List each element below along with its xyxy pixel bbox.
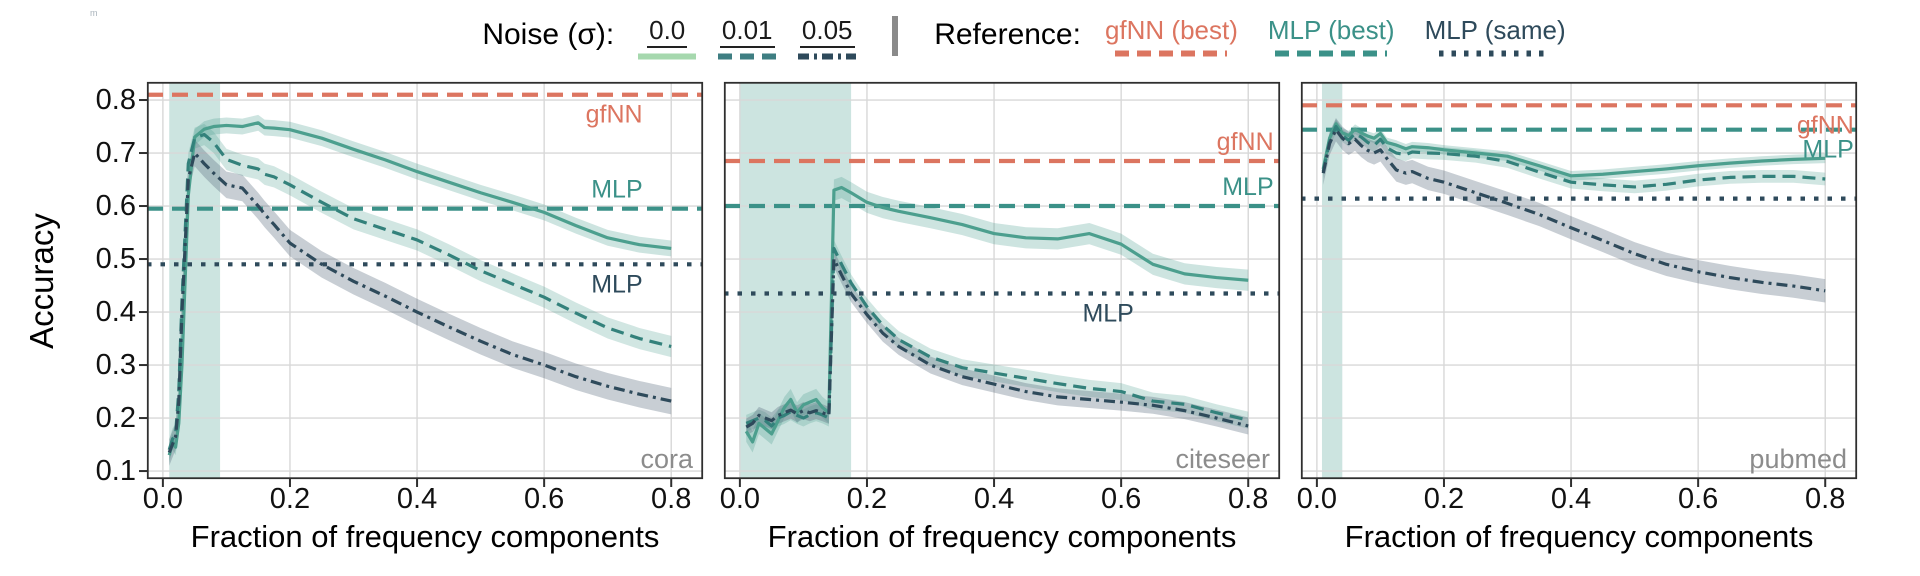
x-tick-label: 0.2 (269, 483, 311, 515)
annotation-mlp: MLP (1082, 299, 1133, 327)
annotation-gfnn: gfNN (586, 101, 643, 129)
legend-swatch-dashed-icon (1275, 50, 1388, 57)
y-axis-label: Accuracy (23, 213, 60, 349)
panel-pubmed: gfNN MLP pubmed (1300, 81, 1858, 487)
legend-swatch-solid-icon (638, 53, 697, 60)
series-line-noise-0-0 (1321, 122, 1826, 178)
noise-legend-item-0.05: 0.05 (798, 16, 857, 61)
panel-cora: gfNN MLP MLP cora (139, 81, 704, 487)
series-line-noise-0-01 (167, 132, 672, 451)
y-tick-label: 0.2 (95, 402, 136, 435)
plot-border (146, 81, 704, 480)
y-tick-label: 0.1 (95, 455, 136, 488)
noise-legend-item-0.01: 0.01 (718, 16, 777, 61)
plot-border (1300, 81, 1858, 480)
dataset-label-pubmed: pubmed (1749, 444, 1847, 474)
noise-legend-item-0.0: 0.0 (638, 16, 697, 61)
x-tick-label: 0.2 (846, 483, 888, 515)
series-line-noise-0-05 (745, 257, 1249, 429)
series-line-noise-0-01 (745, 246, 1249, 428)
y-tick-label: 0.3 (95, 349, 136, 382)
legend: Noise (σ): 0.0 0.01 0.05 Reference: gfNN (… (0, 16, 1920, 61)
x-tick-label: 0.6 (1677, 483, 1719, 515)
error-band-noise-0-01 (1323, 120, 1826, 194)
y-tick-label: 0.5 (95, 243, 136, 276)
legend-separator-bar (892, 16, 899, 56)
y-tick-label: 0.4 (95, 296, 136, 329)
error-band-noise-0-01 (746, 239, 1249, 435)
error-band-noise-0-05 (746, 250, 1249, 436)
error-band-noise-0-01 (169, 123, 672, 461)
x-tick-label: 0.0 (1296, 483, 1338, 515)
dataset-label-citeseer: citeseer (1175, 444, 1270, 474)
series-line-noise-0-0 (744, 185, 1249, 444)
x-tick-label: 0.0 (142, 483, 184, 515)
noise-legend-items: 0.0 0.01 0.05 (638, 16, 857, 61)
annotation-mlp: MLP (1802, 136, 1853, 164)
x-tick-label: 0.4 (1550, 483, 1592, 515)
noise-legend-value: 0.01 (719, 16, 775, 48)
dataset-label-cora: cora (640, 444, 694, 474)
plot-citeseer: gfNN MLP MLP citeseer (723, 81, 1281, 487)
y-tick-label: 0.8 (95, 84, 136, 117)
legend-swatch-dashdot-icon (798, 53, 857, 60)
plot-border (723, 81, 1281, 480)
x-tick-label: 0.6 (1100, 483, 1142, 515)
x-axis-label-cora: Fraction of frequency components (190, 519, 660, 554)
error-band-noise-0-05 (169, 139, 672, 466)
series-line-noise-0-0 (167, 121, 672, 456)
x-tick-labels-pubmed: 0.0 0.2 0.4 0.6 0.8 (1297, 483, 1857, 517)
x-tick-label: 0.6 (523, 483, 565, 515)
annotation-gfnn: gfNN (1217, 128, 1274, 156)
legend-swatch-dotted-icon (1439, 50, 1552, 57)
x-tick-label: 0.8 (651, 483, 692, 515)
reference-legend-label: gfNN (best) (1104, 15, 1238, 45)
panel-citeseer: gfNN MLP MLP citeseer (723, 81, 1281, 487)
plot-cora: gfNN MLP MLP cora (139, 81, 704, 487)
legend-swatch-dashed-icon (1115, 50, 1228, 57)
y-tick-label: 0.7 (95, 137, 136, 170)
annotation-mlp: MLP (591, 176, 642, 204)
reference-legend-items: gfNN (best) MLP (best) MLP (same) (1105, 16, 1566, 58)
noise-legend-title: Noise (σ): (482, 18, 615, 51)
series-line-noise-0-01 (1321, 124, 1826, 189)
x-axis-label-citeseer: Fraction of frequency components (767, 519, 1237, 554)
series-line-noise-0-05 (1321, 128, 1826, 293)
reference-legend-item-gfNN--best-: gfNN (best) (1105, 16, 1238, 58)
legend-swatch-dashed-icon (718, 53, 777, 60)
noise-legend-value: 0.05 (799, 16, 855, 48)
reference-legend-label: MLP (best) (1267, 15, 1395, 45)
x-axis-label-pubmed: Fraction of frequency components (1344, 519, 1814, 554)
annotation-gfnn: gfNN (1797, 111, 1854, 139)
x-tick-label: 0.2 (1423, 483, 1465, 515)
x-tick-label: 0.8 (1805, 483, 1846, 515)
x-tick-labels-citeseer: 0.0 0.2 0.4 0.6 0.8 (720, 483, 1280, 517)
annotation-mlp: MLP (591, 270, 642, 298)
y-tick-label: 0.6 (95, 190, 136, 223)
x-tick-label: 0.0 (719, 483, 761, 515)
annotation-mlp: MLP (1222, 173, 1273, 201)
x-tick-labels-cora: 0.0 0.2 0.4 0.6 0.8 (143, 483, 703, 517)
x-tick-label: 0.8 (1228, 483, 1269, 515)
series-line-noise-0-05 (167, 151, 672, 454)
x-tick-label: 0.4 (973, 483, 1015, 515)
reference-legend-item-MLP--same-: MLP (same) (1425, 16, 1566, 58)
reference-legend-item-MLP--best-: MLP (best) (1268, 16, 1395, 58)
noise-legend-value: 0.0 (647, 16, 688, 48)
reference-legend-label: MLP (same) (1424, 15, 1566, 45)
highlight-band (1321, 82, 1343, 479)
x-tick-label: 0.4 (396, 483, 438, 515)
error-band-noise-0-05 (1323, 118, 1826, 303)
watermark: m (90, 8, 98, 18)
reference-legend-title: Reference: (934, 18, 1081, 51)
